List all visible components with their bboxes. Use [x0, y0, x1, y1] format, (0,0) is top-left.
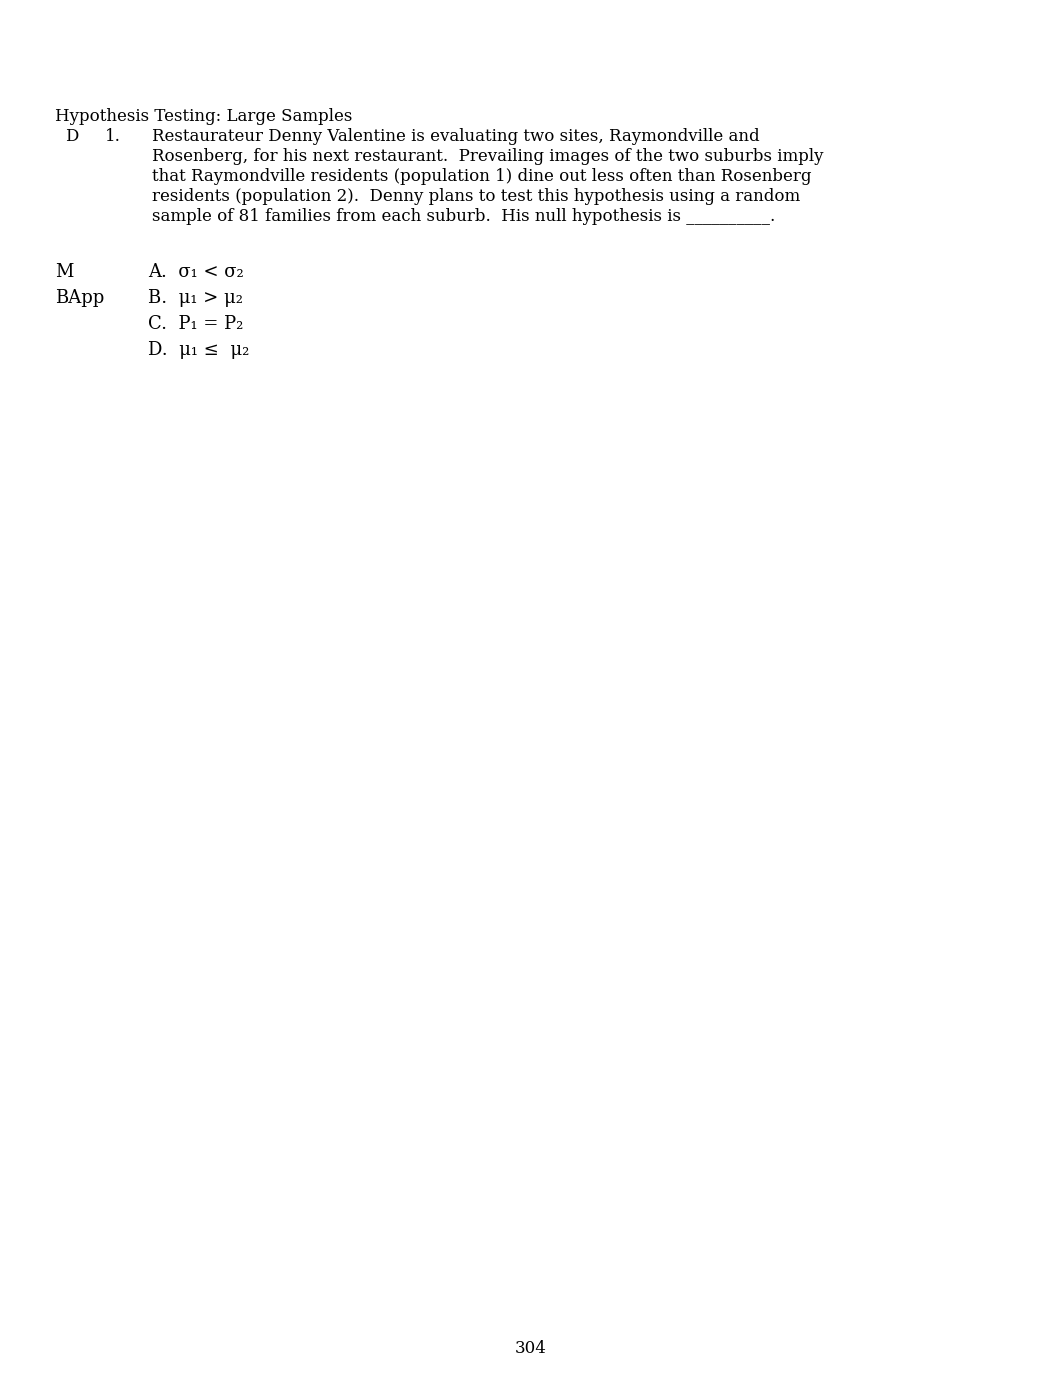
Text: Hypothesis Testing: Large Samples: Hypothesis Testing: Large Samples: [55, 107, 353, 125]
Text: D: D: [65, 128, 79, 144]
Text: residents (population 2).  Denny plans to test this hypothesis using a random: residents (population 2). Denny plans to…: [152, 189, 801, 205]
Text: M: M: [55, 263, 73, 281]
Text: B.  μ₁ > μ₂: B. μ₁ > μ₂: [148, 289, 243, 307]
Text: D.  μ₁ ≤  μ₂: D. μ₁ ≤ μ₂: [148, 341, 250, 359]
Text: A.  σ₁ < σ₂: A. σ₁ < σ₂: [148, 263, 244, 281]
Text: BApp: BApp: [55, 289, 104, 307]
Text: Restaurateur Denny Valentine is evaluating two sites, Raymondville and: Restaurateur Denny Valentine is evaluati…: [152, 128, 759, 144]
Text: C.  P₁ = P₂: C. P₁ = P₂: [148, 315, 243, 333]
Text: Rosenberg, for his next restaurant.  Prevailing images of the two suburbs imply: Rosenberg, for his next restaurant. Prev…: [152, 149, 823, 165]
Text: that Raymondville residents (population 1) dine out less often than Rosenberg: that Raymondville residents (population …: [152, 168, 811, 184]
Text: 304: 304: [515, 1340, 547, 1357]
Text: sample of 81 families from each suburb.  His null hypothesis is __________.: sample of 81 families from each suburb. …: [152, 208, 775, 226]
Text: 1.: 1.: [105, 128, 121, 144]
